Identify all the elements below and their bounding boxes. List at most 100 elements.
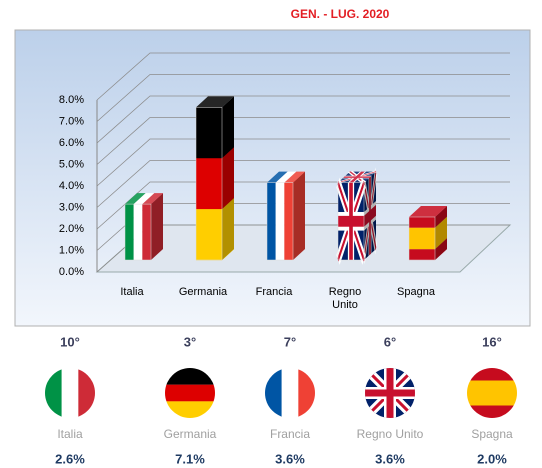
flag-stripe: [267, 182, 276, 260]
flag-stripe: [222, 96, 234, 159]
flag-stripe: [61, 368, 79, 418]
country-name: Francia: [270, 427, 310, 441]
flag-stripe: [435, 238, 447, 261]
flag-stripe: [222, 198, 234, 261]
value-label: 3.6%: [375, 451, 405, 466]
bar-face-top: [337, 170, 377, 184]
y-tick-label: 7.0%: [59, 115, 84, 127]
y-tick-label: 3.0%: [59, 201, 84, 213]
flag-stripe: [196, 158, 222, 210]
flag-stripe: [293, 171, 305, 261]
grid-line: [96, 181, 510, 230]
bar-shade: [125, 193, 163, 205]
x-tick-label: Spagna: [397, 286, 435, 298]
flag-stripe: [125, 193, 146, 205]
flag-stripe: [45, 368, 62, 418]
flag-stripe: [133, 193, 155, 205]
x-tick-label: Regno Unito: [328, 286, 362, 311]
grid-line: [96, 74, 510, 122]
value-label: 2.0%: [477, 451, 507, 466]
bar-face-side: [222, 96, 234, 261]
flag-circle: [265, 368, 315, 418]
flag-circle: [365, 368, 415, 418]
country-name: Germania: [164, 427, 217, 441]
flag-stripe: [142, 193, 164, 205]
flag-stripe: [125, 204, 134, 260]
x-tick-label: Italia: [120, 286, 144, 298]
bar-shade: [293, 171, 305, 261]
bar-face-side: [151, 193, 163, 261]
chart-title: GEN. - LUG. 2020: [291, 7, 390, 21]
bar-face-side: [435, 206, 447, 261]
bar-face-front: [196, 107, 222, 261]
bar-shade: [409, 206, 447, 217]
bar-face-front: [125, 204, 152, 260]
grid-line: [96, 117, 510, 165]
rank: 16°: [482, 334, 502, 349]
flag-stripe: [409, 206, 447, 217]
bar-shade: [151, 193, 163, 261]
flag-circle: [467, 368, 517, 418]
flag-circle: [165, 368, 215, 418]
y-tick-label: 0.0%: [59, 266, 84, 278]
bar-face-top: [196, 96, 234, 108]
grid-line: [96, 160, 510, 208]
y-tick-label: 5.0%: [59, 158, 84, 170]
bar: [124, 203, 152, 261]
flag-stripe: [435, 206, 447, 228]
grid-line: [96, 138, 510, 187]
flag-stripe: [151, 193, 163, 261]
flag-stripe: [165, 384, 215, 402]
flag-stripe: [281, 368, 299, 418]
rank: 3°: [184, 334, 196, 349]
y-tick-label: 2.0%: [59, 223, 84, 235]
rank: 6°: [384, 334, 396, 349]
country-name: Italia: [57, 427, 83, 441]
flag-stripe: [409, 249, 435, 261]
flag-stripe: [275, 182, 285, 260]
flag-stripe: [435, 216, 447, 250]
bar: [266, 182, 294, 261]
bar-face-front: [267, 182, 294, 260]
bar-shade: [196, 96, 234, 108]
bar-shade: [267, 171, 305, 183]
flag-stripe: [196, 209, 222, 261]
bar-shade: [338, 171, 376, 183]
bar-face-top: [409, 206, 447, 217]
flag-stripe: [222, 147, 234, 210]
flag-stripe: [142, 204, 152, 260]
flag-stripe: [133, 204, 143, 260]
bar-face-front: [409, 217, 435, 261]
flag-stripe: [165, 401, 215, 418]
x-tick-label: Francia: [255, 286, 293, 298]
flag-stripe: [467, 380, 517, 406]
bar-shade: [435, 206, 447, 260]
y-tick-label: 8.0%: [59, 94, 84, 106]
flag-stripe: [467, 368, 517, 381]
bar-face-top: [125, 193, 164, 205]
grid-line: [96, 52, 510, 101]
rank: 7°: [284, 334, 296, 349]
flag-stripe: [386, 368, 394, 418]
flag-stripe: [298, 368, 315, 418]
country-name: Regno Unito: [357, 427, 424, 441]
bar-face-front: [336, 177, 366, 265]
flag-circle: [45, 368, 95, 418]
rank: 10°: [60, 334, 80, 349]
flag-stripe: [265, 368, 282, 418]
bar-face-side: [293, 171, 305, 261]
flag-stripe: [409, 227, 435, 250]
value-label: 3.6%: [275, 451, 305, 466]
grid-line: [96, 95, 510, 144]
bar: [408, 216, 436, 261]
country-name: Spagna: [471, 427, 513, 441]
y-tick-label: 1.0%: [59, 244, 84, 256]
flag-stripe: [284, 182, 294, 260]
y-tick-label: 6.0%: [59, 137, 84, 149]
x-tick-label: Germania: [178, 286, 228, 298]
bar: [337, 182, 365, 261]
flag-stripe: [349, 182, 353, 260]
value-label: 7.1%: [175, 451, 205, 466]
